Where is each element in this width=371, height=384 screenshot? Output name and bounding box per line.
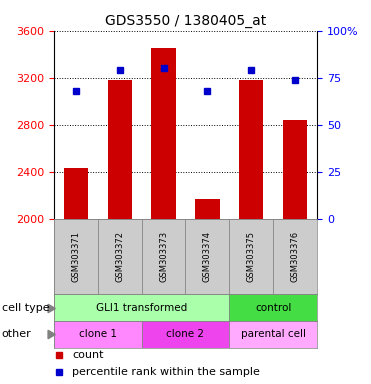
Bar — [229, 321, 317, 348]
Bar — [142, 219, 186, 294]
Bar — [273, 219, 317, 294]
Bar — [54, 321, 142, 348]
Text: cell type: cell type — [2, 303, 49, 313]
Bar — [239, 79, 263, 219]
Bar — [229, 294, 317, 321]
Text: GLI1 transformed: GLI1 transformed — [96, 303, 187, 313]
Text: parental cell: parental cell — [241, 329, 306, 339]
Text: control: control — [255, 303, 292, 313]
Text: clone 2: clone 2 — [167, 329, 204, 339]
Text: other: other — [2, 329, 32, 339]
Text: GSM303371: GSM303371 — [71, 231, 80, 282]
Text: count: count — [72, 350, 104, 360]
Bar — [54, 294, 229, 321]
Bar — [283, 120, 307, 219]
Bar — [98, 219, 142, 294]
Text: GSM303373: GSM303373 — [159, 231, 168, 282]
Text: GSM303372: GSM303372 — [115, 231, 124, 282]
Text: GSM303375: GSM303375 — [247, 231, 256, 282]
Bar — [64, 168, 88, 219]
Bar — [108, 80, 132, 219]
Title: GDS3550 / 1380405_at: GDS3550 / 1380405_at — [105, 14, 266, 28]
Bar — [229, 219, 273, 294]
Text: GSM303374: GSM303374 — [203, 231, 212, 282]
Text: GSM303376: GSM303376 — [291, 231, 300, 282]
Bar — [151, 48, 175, 219]
Bar — [54, 219, 98, 294]
Bar — [142, 321, 229, 348]
Text: clone 1: clone 1 — [79, 329, 117, 339]
Bar — [196, 199, 220, 219]
Text: percentile rank within the sample: percentile rank within the sample — [72, 367, 260, 377]
Bar — [186, 219, 229, 294]
